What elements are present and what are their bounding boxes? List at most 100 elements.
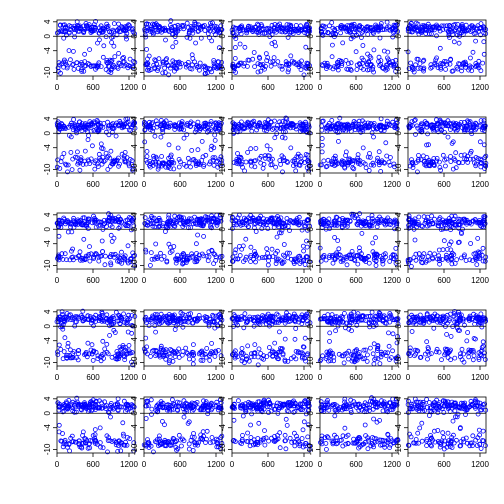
data-point [434,33,439,39]
data-point [271,55,277,60]
data-point [81,30,87,36]
data-point [378,21,384,26]
x-tick-label: 1200 [295,180,313,189]
points [406,117,489,175]
data-point [355,157,361,163]
data-point [282,135,288,141]
data-point [265,117,271,123]
data-point [79,69,85,74]
y-tick-label: -10 [130,356,139,368]
data-point [390,119,396,125]
data-point [175,26,181,32]
x-tick-label: 0 [230,180,235,189]
plot-frame [56,19,136,77]
data-point [189,66,195,72]
data-point [375,155,381,161]
data-point [211,58,217,63]
data-point [432,251,437,257]
data-point [152,323,158,329]
data-point [244,30,250,36]
y-tick-label: 0 [218,33,227,38]
data-point [109,35,114,40]
data-point [251,50,257,55]
data-point [85,122,90,128]
y-tick-label: 4 [43,396,52,401]
points [141,118,225,172]
data-point [61,29,67,34]
data-point [254,127,260,133]
data-point [366,67,372,72]
data-point [195,25,201,31]
data-point [338,30,344,36]
data-point [59,154,65,160]
data-point [99,158,104,164]
data-point [269,41,275,46]
x-tick-label: 0 [142,276,147,285]
data-point [79,128,85,134]
data-point [429,27,435,33]
points [142,18,225,78]
data-point [156,160,162,166]
data-point [65,63,70,69]
data-point [406,66,412,71]
data-point [184,132,190,138]
data-point [340,40,346,46]
x-tick-label: 1200 [383,180,401,189]
data-point [167,123,173,129]
data-point [177,61,182,67]
data-point [325,30,331,36]
data-point [282,158,288,163]
data-point [200,23,206,29]
data-point [193,21,199,27]
data-point [440,152,446,158]
data-point [166,142,172,148]
y-tick-label: -10 [218,66,227,78]
data-point [476,65,482,71]
y-tick-label: -10 [218,259,227,271]
data-point [448,57,454,63]
data-point [151,22,157,28]
data-point [181,127,187,133]
data-point [72,30,77,36]
data-point [291,163,296,169]
data-point [383,67,389,73]
data-point [447,35,452,40]
data-point [142,32,148,38]
data-point [356,126,362,131]
data-point [186,160,192,166]
data-point [326,23,332,29]
data-point [356,61,362,66]
data-point [297,62,303,68]
data-point [288,53,294,59]
data-point [152,65,158,70]
data-point [237,60,243,66]
data-point [96,151,102,157]
data-point [211,162,217,168]
data-point [302,27,308,32]
data-point [192,59,197,65]
data-point [117,161,122,167]
data-point [319,149,325,155]
data-point [282,119,288,125]
data-point [391,22,397,28]
data-point [323,66,329,71]
x-tick-label: 600 [173,180,187,189]
data-point [355,31,361,37]
data-point [280,129,286,135]
x-tick-label: 600 [173,83,187,92]
x-tick-label: 0 [406,180,411,189]
data-point [335,138,341,144]
data-point [267,59,273,65]
points [318,19,401,75]
data-point [408,20,414,26]
data-point [371,341,377,347]
data-point [143,416,149,421]
data-point [241,61,247,66]
data-point [177,159,183,165]
data-point [265,153,271,159]
data-point [266,345,272,350]
data-point [472,336,478,342]
data-point [267,147,273,153]
data-point [124,23,130,29]
